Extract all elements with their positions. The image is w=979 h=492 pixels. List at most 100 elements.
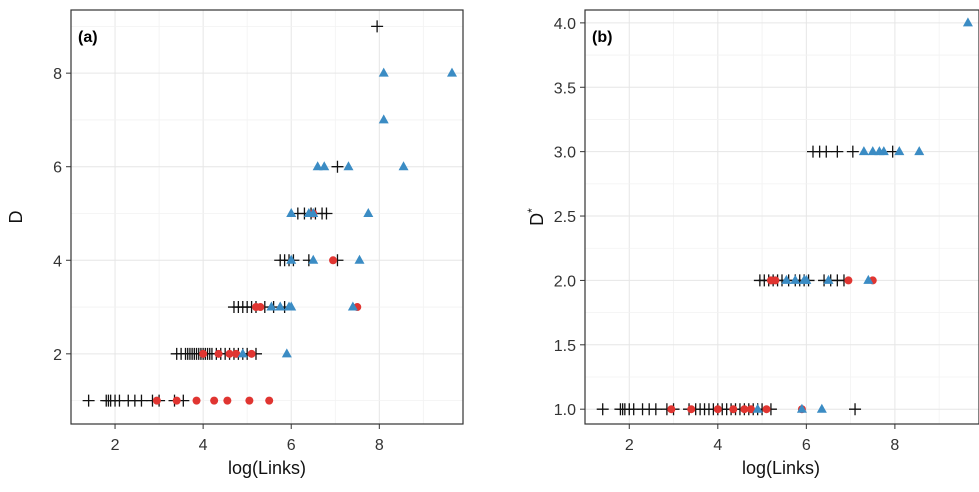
circle-point	[225, 349, 234, 358]
triangle-point	[816, 403, 827, 413]
triangle-point	[378, 114, 389, 124]
panel-b-label: (b)	[592, 29, 612, 46]
circle-point	[214, 349, 223, 358]
plus-point	[320, 207, 333, 220]
panel-b-y-axis-title: D*	[525, 208, 547, 226]
panel-a-y-axis-title: D	[6, 211, 26, 224]
panel-b-marks	[596, 17, 973, 416]
plus-point	[331, 160, 344, 173]
triangle-point	[319, 161, 330, 171]
plus-point	[371, 20, 384, 33]
x-tick-label: 4	[199, 437, 208, 454]
x-tick-label: 6	[802, 437, 811, 454]
panel-b-border	[584, 9, 979, 425]
panel-b: (b) 2 4 6 8 1.0 1.5 2.0 2.5 3.0 3.5 4.0 log(Links…	[525, 9, 979, 478]
triangle-point	[962, 17, 973, 27]
triangle-point	[237, 348, 248, 358]
plus-point	[831, 145, 844, 158]
triangle-point	[398, 161, 409, 171]
plus-point	[649, 403, 662, 416]
triangle-point	[286, 207, 297, 217]
triangle-point	[343, 161, 354, 171]
circle-point	[256, 303, 265, 312]
triangle-point	[863, 274, 874, 284]
circle-point	[762, 405, 771, 414]
circle-point	[729, 405, 738, 414]
panel-a-grid	[70, 10, 463, 424]
y-tick-label: 4.0	[554, 16, 576, 33]
circle-point	[740, 405, 749, 414]
circle-point	[687, 405, 696, 414]
triangle-point	[363, 207, 374, 217]
circle-point	[329, 256, 338, 265]
circle-point	[199, 349, 208, 358]
y-tick-label: 4	[53, 253, 62, 270]
y-tick-label: 6	[53, 160, 62, 177]
triangle-point	[858, 146, 869, 156]
x-tick-label: 4	[713, 437, 722, 454]
triangle-point	[790, 274, 801, 284]
triangle-point	[894, 146, 905, 156]
triangle-point	[281, 348, 292, 358]
circle-point	[747, 405, 756, 414]
plus-point	[82, 394, 95, 407]
circle-point	[152, 396, 161, 405]
panel-b-y-axis-title-main: D	[527, 213, 547, 226]
triangle-point	[446, 67, 457, 77]
triangle-point	[312, 161, 323, 171]
circle-point	[192, 396, 201, 405]
panel-b-x-axis-title: log(Links)	[742, 458, 820, 478]
x-tick-label: 2	[111, 437, 120, 454]
triangle-point	[266, 301, 277, 311]
panel-a-marks	[82, 20, 457, 407]
triangle-point	[801, 274, 812, 284]
circle-point	[713, 405, 722, 414]
panel-a-border	[70, 9, 464, 425]
panel-a-x-axis-title: log(Links)	[228, 458, 306, 478]
triangle-point	[867, 146, 878, 156]
y-tick-label: 2	[53, 347, 62, 364]
circle-point	[667, 405, 676, 414]
triangle-point	[354, 254, 365, 264]
panel-a-label: (a)	[78, 29, 98, 46]
triangle-point	[823, 274, 834, 284]
y-tick-label: 8	[53, 66, 62, 83]
triangle-point	[781, 274, 792, 284]
circle-point	[232, 349, 241, 358]
circle-point	[265, 396, 274, 405]
circle-point	[771, 276, 780, 285]
circle-point	[245, 396, 254, 405]
y-tick-label: 3.0	[554, 145, 576, 162]
circle-point	[223, 396, 232, 405]
plus-point	[596, 403, 609, 416]
x-tick-label: 8	[890, 437, 899, 454]
plus-point	[846, 145, 859, 158]
panel-a-y-ticks: 2 4 6 8	[53, 66, 71, 364]
plus-point	[849, 403, 862, 416]
y-tick-label: 1.5	[554, 338, 576, 355]
panel-b-x-ticks: 2 4 6 8	[625, 424, 899, 454]
y-tick-label: 2.5	[554, 209, 576, 226]
triangle-point	[347, 301, 358, 311]
triangle-point	[752, 403, 763, 413]
panel-b-y-axis-title-sup: *	[525, 208, 539, 213]
circle-point	[210, 396, 219, 405]
panel-b-y-ticks: 1.0 1.5 2.0 2.5 3.0 3.5 4.0	[554, 16, 585, 419]
triangle-point	[275, 301, 286, 311]
y-tick-label: 3.5	[554, 80, 576, 97]
y-tick-label: 2.0	[554, 273, 576, 290]
panel-a: (a) 2 4 6 8 2 4 6 8 log(Links) D	[6, 9, 464, 478]
x-tick-label: 2	[625, 437, 634, 454]
triangle-point	[914, 146, 925, 156]
y-tick-label: 1.0	[554, 402, 576, 419]
triangle-point	[378, 67, 389, 77]
triangle-point	[308, 207, 319, 217]
triangle-point	[286, 254, 297, 264]
x-tick-label: 8	[375, 437, 384, 454]
x-tick-label: 6	[287, 437, 296, 454]
circle-point	[844, 276, 853, 285]
plus-point	[820, 145, 833, 158]
triangle-point	[878, 146, 889, 156]
triangle-point	[286, 301, 297, 311]
